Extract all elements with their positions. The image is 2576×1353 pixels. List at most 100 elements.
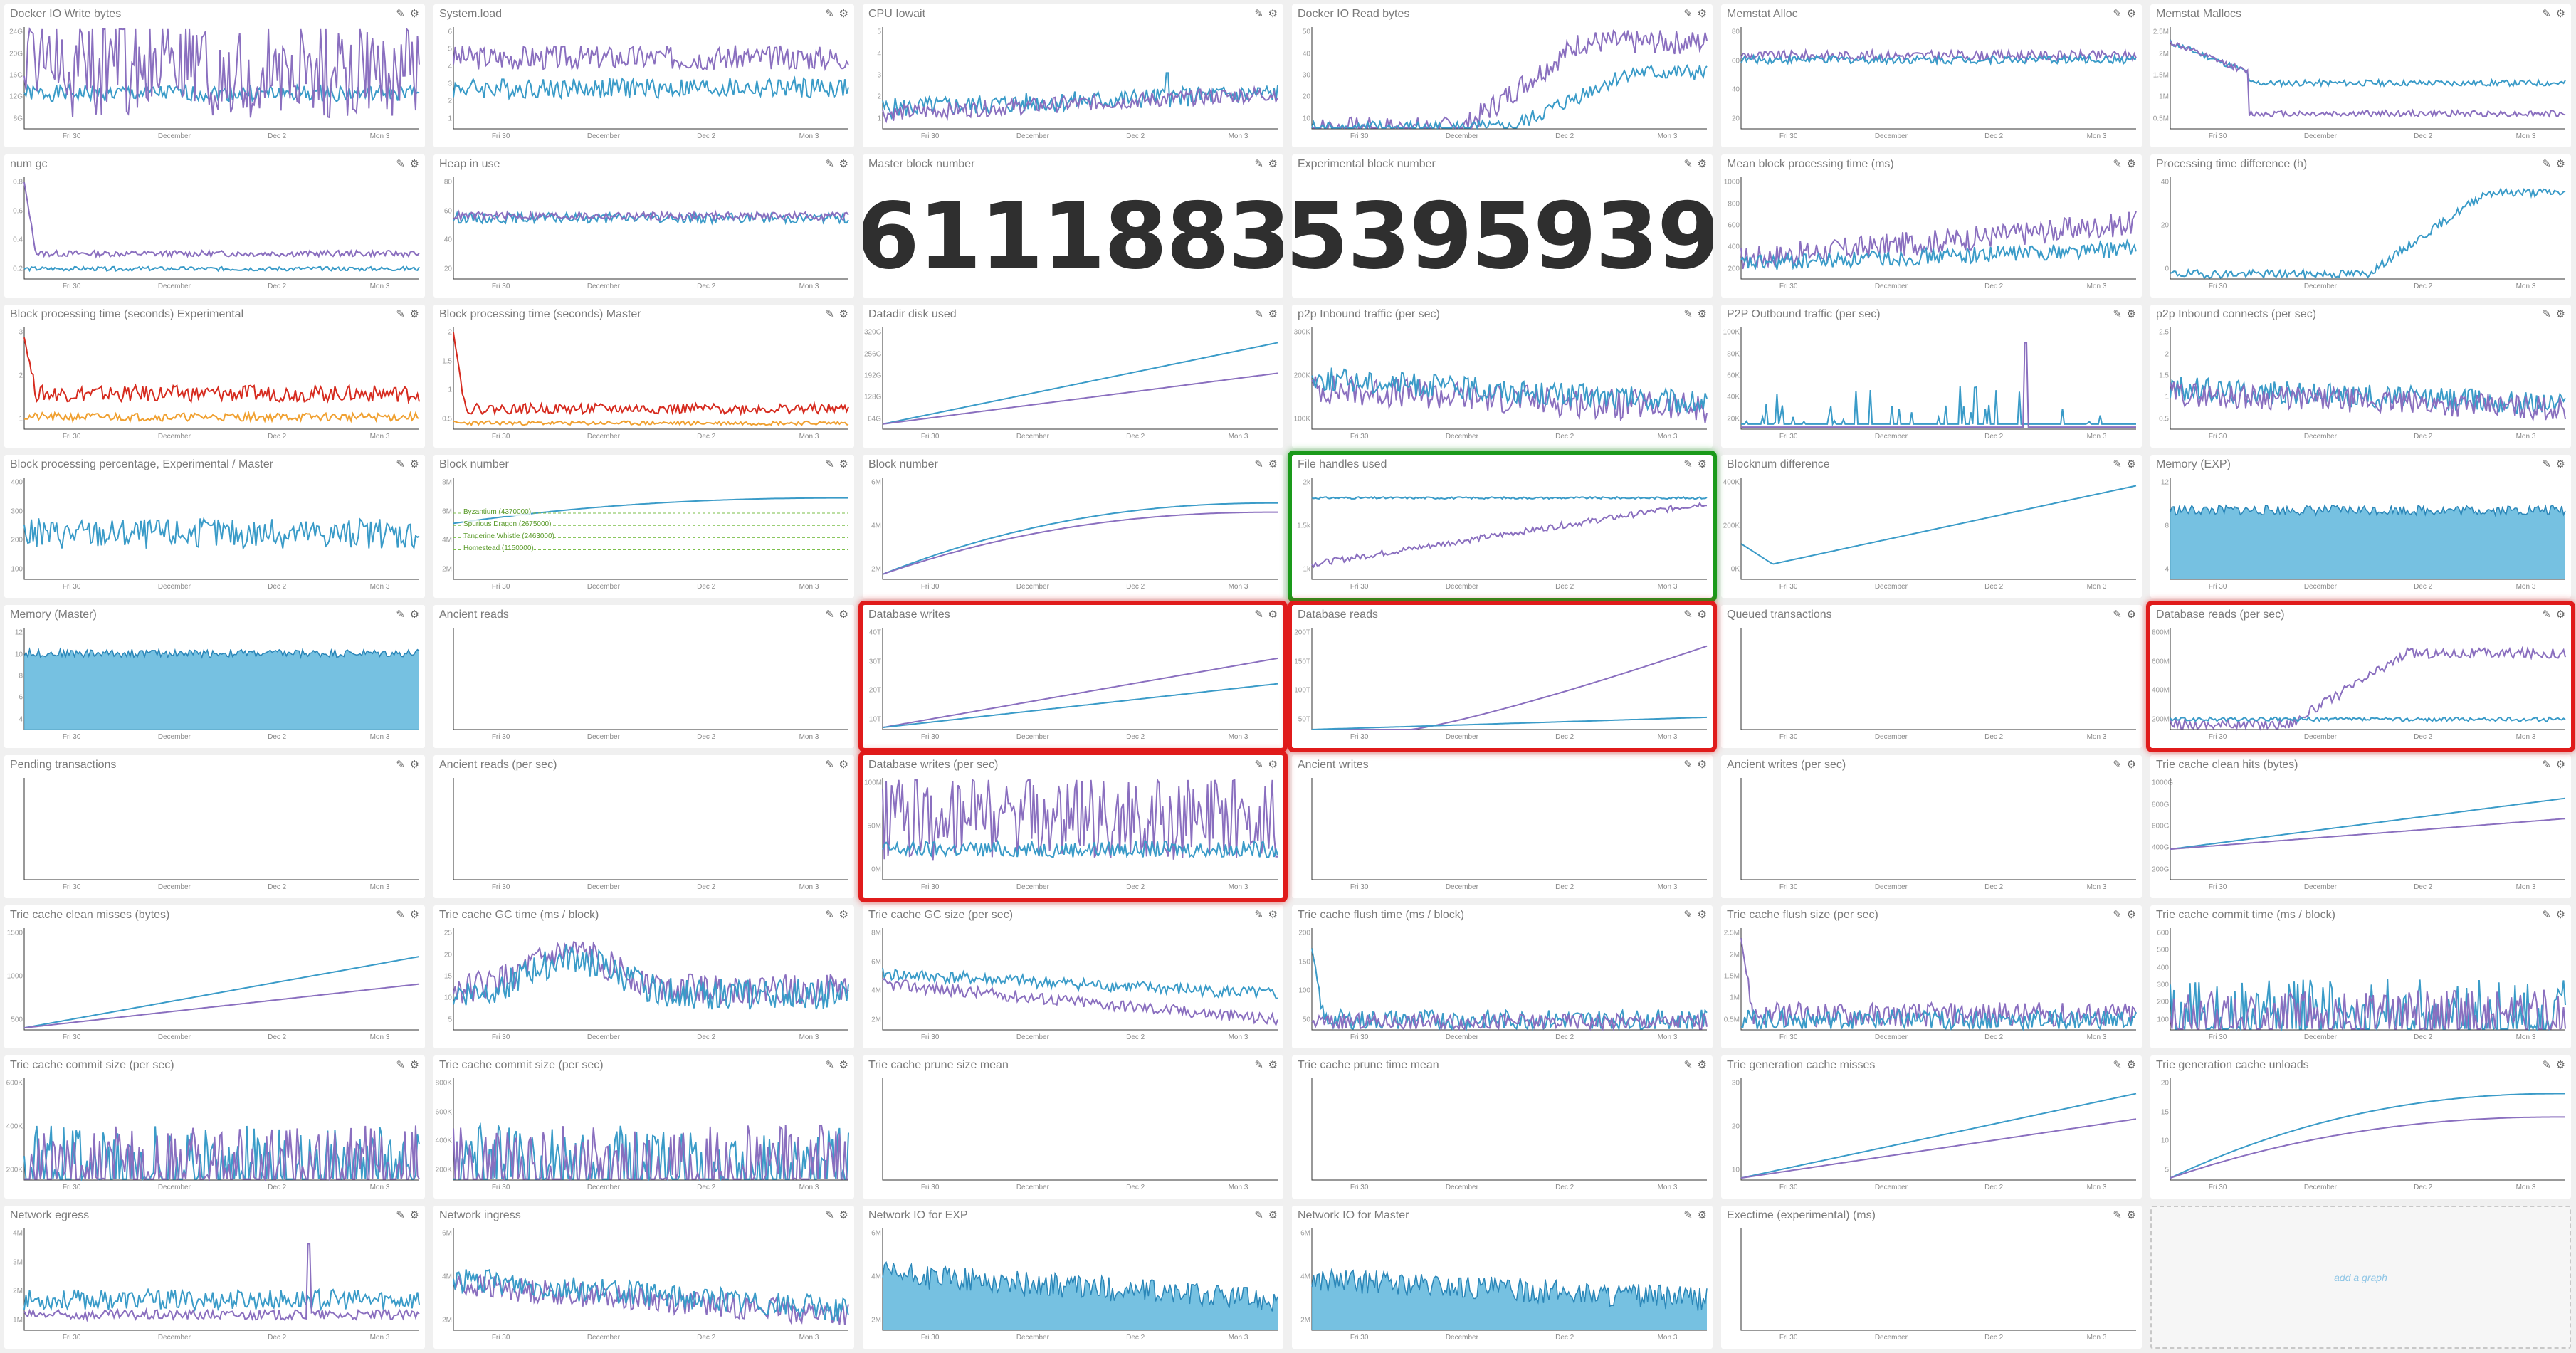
graph-panel-exectime-experimental-ms[interactable]: Exectime (experimental) (ms) ✎ ⚙ Fri 30 Dece… [1721,1206,2142,1349]
graph-plot-area[interactable] [453,928,848,1030]
graph-panel-trie-generation-cache-unloads[interactable]: Trie generation cache unloads ✎ ⚙ 20 15 10 5 Fr… [2150,1055,2571,1199]
gear-icon[interactable]: ⚙ [2555,308,2565,320]
graph-plot-area[interactable] [1741,928,2136,1030]
edit-icon[interactable]: ✎ [1254,458,1263,470]
graph-panel-block-processing-time-seconds-master[interactable]: Block processing time (seconds) Master ✎ ⚙… [433,305,854,448]
graph-plot-area[interactable] [24,27,419,129]
graph-panel-master-block-number[interactable]: Master block number ✎ ⚙ 6111883 [863,154,1283,298]
gear-icon[interactable]: ⚙ [838,759,848,771]
edit-icon[interactable]: ✎ [825,458,834,470]
graph-panel-block-number[interactable]: Block number ✎ ⚙ 8M 6M 4M 2M Fri 30 December Dec … [433,455,854,598]
gear-icon[interactable]: ⚙ [838,1059,848,1071]
edit-icon[interactable]: ✎ [825,759,834,771]
graph-plot-area[interactable] [2170,628,2565,730]
edit-icon[interactable]: ✎ [1683,308,1693,320]
edit-icon[interactable]: ✎ [1254,1059,1263,1071]
edit-icon[interactable]: ✎ [396,909,405,921]
graph-panel-heap-in-use[interactable]: Heap in use ✎ ⚙ 80 60 40 20 Fri 30 December Dec 2… [433,154,854,298]
graph-plot-area[interactable] [453,327,848,429]
edit-icon[interactable]: ✎ [396,458,405,470]
graph-plot-area[interactable] [24,1078,419,1180]
gear-icon[interactable]: ⚙ [1697,609,1707,621]
edit-icon[interactable]: ✎ [396,1209,405,1221]
graph-plot-area[interactable] [883,778,1278,880]
edit-icon[interactable]: ✎ [2542,1059,2551,1071]
graph-panel-ancient-writes[interactable]: Ancient writes ✎ ⚙ Fri 30 December Dec 2 Mon 3 [1292,755,1713,898]
graph-plot-area[interactable] [1741,27,2136,129]
edit-icon[interactable]: ✎ [2113,158,2122,170]
gear-icon[interactable]: ⚙ [2126,308,2136,320]
edit-icon[interactable]: ✎ [396,609,405,621]
graph-panel-trie-cache-gc-size-per-sec[interactable]: Trie cache GC size (per sec) ✎ ⚙ 8M 6M 4M 2M Fr… [863,905,1283,1048]
graph-panel-mean-block-processing-time-ms[interactable]: Mean block processing time (ms) ✎ ⚙ 1000 800… [1721,154,2142,298]
graph-plot-area[interactable] [883,327,1278,429]
edit-icon[interactable]: ✎ [2113,8,2122,20]
graph-plot-area[interactable] [24,1228,419,1330]
graph-plot-area[interactable] [883,478,1278,579]
graph-panel-processing-time-difference-h[interactable]: Processing time difference (h) ✎ ⚙ 40 20 0 Fri… [2150,154,2571,298]
graph-panel-memory-exp[interactable]: Memory (EXP) ✎ ⚙ 12 8 4 Fri 30 December Dec 2 Mon… [2150,455,2571,598]
graph-plot-area[interactable] [24,177,419,279]
graph-plot-area[interactable] [24,327,419,429]
add-graph-link[interactable]: add a graph [2334,1271,2387,1283]
gear-icon[interactable]: ⚙ [1697,458,1707,470]
edit-icon[interactable]: ✎ [1254,158,1263,170]
graph-plot-area[interactable] [1312,327,1707,429]
graph-plot-area[interactable] [2170,27,2565,129]
graph-plot-area[interactable] [2170,928,2565,1030]
gear-icon[interactable]: ⚙ [838,1209,848,1221]
graph-plot-area[interactable] [453,628,848,730]
edit-icon[interactable]: ✎ [396,158,405,170]
edit-icon[interactable]: ✎ [1683,759,1693,771]
edit-icon[interactable]: ✎ [825,158,834,170]
graph-panel-database-writes-per-sec[interactable]: Database writes (per sec) ✎ ⚙ 100M 50M 0M Fri … [863,755,1283,898]
gear-icon[interactable]: ⚙ [1268,308,1278,320]
graph-plot-area[interactable] [1741,1078,2136,1180]
graph-plot-area[interactable] [453,1228,848,1330]
gear-icon[interactable]: ⚙ [838,158,848,170]
gear-icon[interactable]: ⚙ [1268,759,1278,771]
graph-panel-memstat-alloc[interactable]: Memstat Alloc ✎ ⚙ 80 60 40 20 Fri 30 December Dec… [1721,4,2142,147]
graph-panel-num-gc[interactable]: num gc ✎ ⚙ 0.8 0.6 0.4 0.2 Fri 30 December Dec 2 M… [4,154,425,298]
gear-icon[interactable]: ⚙ [1268,458,1278,470]
edit-icon[interactable]: ✎ [825,1059,834,1071]
edit-icon[interactable]: ✎ [2113,308,2122,320]
graph-plot-area[interactable] [1312,1228,1707,1330]
gear-icon[interactable]: ⚙ [409,1209,419,1221]
gear-icon[interactable]: ⚙ [409,1059,419,1071]
graph-panel-trie-cache-clean-hits-bytes[interactable]: Trie cache clean hits (bytes) ✎ ⚙ 1000G 800G… [2150,755,2571,898]
edit-icon[interactable]: ✎ [1683,609,1693,621]
gear-icon[interactable]: ⚙ [1697,308,1707,320]
graph-panel-network-io-for-master[interactable]: Network IO for Master ✎ ⚙ 6M 4M 2M Fri 30 Decem… [1292,1206,1713,1349]
graph-plot-area[interactable] [883,1228,1278,1330]
gear-icon[interactable]: ⚙ [2126,609,2136,621]
gear-icon[interactable]: ⚙ [409,759,419,771]
graph-panel-trie-cache-commit-size-per-sec[interactable]: Trie cache commit size (per sec) ✎ ⚙ 600K 40… [4,1055,425,1199]
graph-panel-trie-cache-prune-time-mean[interactable]: Trie cache prune time mean ✎ ⚙ Fri 30 Decemb… [1292,1055,1713,1199]
graph-panel-docker-io-read-bytes[interactable]: Docker IO Read bytes ✎ ⚙ 50 40 30 20 10 Fri 30 De… [1292,4,1713,147]
add-graph-panel[interactable]: add a graph [2150,1206,2571,1349]
gear-icon[interactable]: ⚙ [1697,8,1707,20]
gear-icon[interactable]: ⚙ [2555,1059,2565,1071]
graph-panel-trie-cache-flush-time-ms-block[interactable]: Trie cache flush time (ms / block) ✎ ⚙ 200 1… [1292,905,1713,1048]
graph-plot-area[interactable] [453,478,848,579]
gear-icon[interactable]: ⚙ [838,458,848,470]
graph-panel-system-load[interactable]: System.load ✎ ⚙ 6 5 4 3 2 1 Fri 30 December Dec 2 Mo… [433,4,854,147]
edit-icon[interactable]: ✎ [1683,909,1693,921]
gear-icon[interactable]: ⚙ [409,8,419,20]
graph-panel-experimental-block-number[interactable]: Experimental block number ✎ ⚙ 5395939 [1292,154,1713,298]
gear-icon[interactable]: ⚙ [1268,909,1278,921]
gear-icon[interactable]: ⚙ [1697,1209,1707,1221]
gear-icon[interactable]: ⚙ [1268,8,1278,20]
graph-panel-ancient-writes-per-sec[interactable]: Ancient writes (per sec) ✎ ⚙ Fri 30 December… [1721,755,2142,898]
graph-panel-database-writes[interactable]: Database writes ✎ ⚙ 40T 30T 20T 10T Fri 30 Decem… [863,605,1283,748]
gear-icon[interactable]: ⚙ [1697,759,1707,771]
graph-panel-trie-cache-commit-size-per-sec[interactable]: Trie cache commit size (per sec) ✎ ⚙ 800K 60… [433,1055,854,1199]
gear-icon[interactable]: ⚙ [2555,759,2565,771]
graph-panel-pending-transactions[interactable]: Pending transactions ✎ ⚙ Fri 30 December Dec … [4,755,425,898]
graph-plot-area[interactable] [24,928,419,1030]
edit-icon[interactable]: ✎ [1254,759,1263,771]
graph-plot-area[interactable] [1312,27,1707,129]
graph-panel-block-number[interactable]: Block number ✎ ⚙ 6M 4M 2M Fri 30 December Dec 2 M… [863,455,1283,598]
edit-icon[interactable]: ✎ [2542,759,2551,771]
